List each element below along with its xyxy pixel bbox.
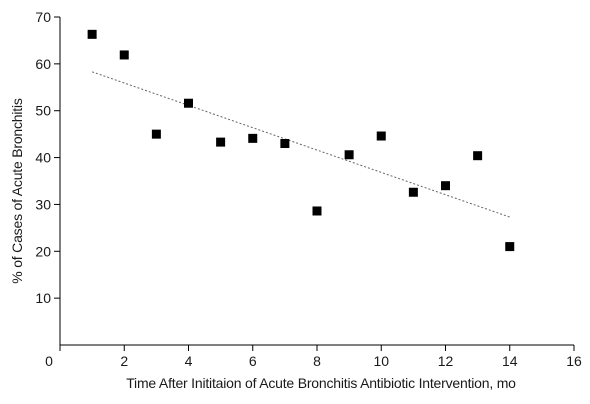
y-tick-label: 50	[35, 103, 51, 119]
x-tick-label: 4	[185, 353, 193, 369]
data-point	[408, 187, 418, 197]
data-point	[473, 151, 483, 161]
axes	[59, 17, 574, 346]
x-tick-label: 6	[249, 353, 257, 369]
x-tick-label: 2	[120, 353, 128, 369]
tick-labels: 0 2 4 6 8 10 12 14 16 10 20 30 40 50 60 70	[35, 9, 582, 369]
data-point	[376, 131, 386, 141]
data-point	[312, 206, 322, 216]
data-point	[248, 133, 258, 143]
data-point	[441, 181, 450, 191]
y-tick-label: 40	[35, 150, 51, 166]
data-points	[87, 29, 515, 252]
y-tick-label: 30	[35, 196, 51, 212]
data-point	[344, 150, 354, 160]
y-tick-label: 60	[35, 56, 51, 72]
x-tick-label: 14	[502, 353, 518, 369]
x-axis-title: Time After Inititaion of Acute Bronchiti…	[126, 375, 516, 391]
y-tick-label: 20	[35, 243, 51, 259]
data-point	[216, 137, 226, 147]
data-point	[151, 129, 161, 139]
x-tick-label: 12	[438, 353, 454, 369]
data-point	[505, 242, 515, 252]
data-point	[280, 139, 290, 149]
tick-marks	[54, 16, 575, 351]
x-tick-label: 10	[373, 353, 389, 369]
data-point	[119, 50, 129, 60]
y-tick-label: 10	[35, 290, 51, 306]
data-point	[184, 98, 193, 108]
y-axis-title: % of Cases of Acute Bronchitis	[9, 98, 25, 284]
x-tick-label: 0	[45, 353, 53, 369]
data-point	[87, 29, 97, 39]
trendline-layer	[91, 71, 510, 218]
x-tick-label: 8	[313, 353, 321, 369]
trendline	[91, 71, 510, 218]
x-tick-label: 16	[566, 353, 582, 369]
y-tick-label: 70	[35, 9, 51, 25]
